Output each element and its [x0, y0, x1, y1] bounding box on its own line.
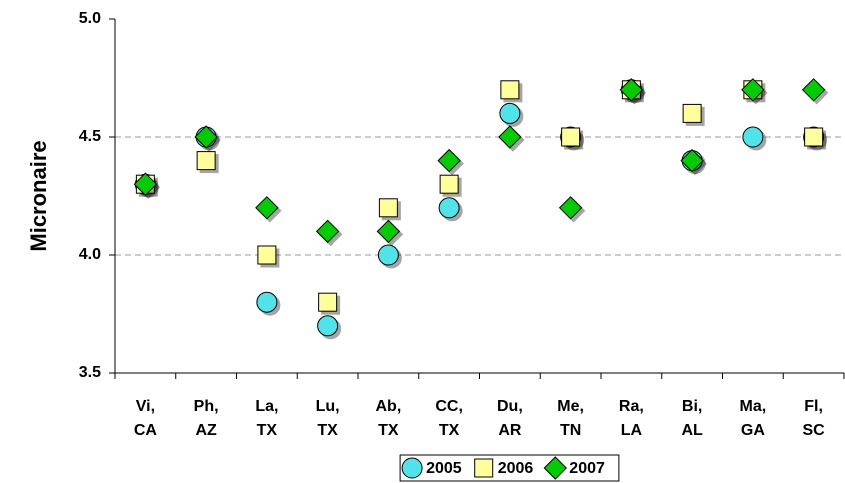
- legend-item: 2006: [474, 458, 534, 478]
- x-tick-label: Bi, AL: [681, 398, 703, 439]
- x-tick-label: CC, TX: [435, 398, 463, 439]
- point: [561, 127, 581, 147]
- x-tick-label: Ra, LA: [619, 398, 644, 439]
- point: [543, 456, 568, 480]
- point: [558, 196, 583, 220]
- y-tick-label: 5.0: [79, 10, 101, 27]
- legend-item: 2007: [543, 456, 605, 480]
- point: [256, 291, 278, 313]
- point: [133, 172, 158, 196]
- point: [474, 458, 494, 478]
- point: [196, 151, 216, 171]
- point: [499, 102, 521, 124]
- legend-label: 2007: [569, 460, 605, 477]
- point: [742, 126, 764, 148]
- point: [438, 197, 460, 219]
- point: [401, 457, 423, 479]
- point: [257, 245, 277, 265]
- point: [680, 148, 704, 173]
- x-tick-label: Me, TN: [557, 398, 584, 439]
- legend: 2005 2006 2007: [399, 454, 620, 482]
- point: [317, 315, 339, 337]
- point: [318, 292, 338, 312]
- point: [378, 198, 398, 218]
- x-tick-label: Lu, TX: [316, 398, 340, 439]
- x-tick-label: Vi, CA: [134, 398, 158, 439]
- x-tick-label: Fl, SC: [803, 398, 826, 439]
- y-tick-label: 4.0: [79, 246, 101, 263]
- point: [437, 148, 461, 173]
- point: [377, 244, 399, 266]
- point: [194, 125, 218, 149]
- y-tick-label: 4.5: [79, 128, 101, 145]
- point: [741, 78, 765, 102]
- y-tick-label: 3.5: [79, 364, 101, 381]
- point: [376, 219, 401, 244]
- legend-label: 2005: [426, 460, 462, 477]
- legend-box: [399, 454, 620, 482]
- point: [682, 103, 702, 123]
- point: [315, 219, 340, 244]
- legend-label: 2006: [498, 460, 534, 477]
- point: [498, 125, 522, 149]
- x-tick-label: Ma, GA: [740, 398, 767, 439]
- point: [255, 196, 279, 220]
- y-axis-label: Micronaire: [26, 140, 51, 251]
- x-tick-label: La, TX: [255, 398, 278, 439]
- point: [804, 127, 824, 147]
- point: [619, 78, 644, 102]
- x-tick-label: Ph, AZ: [194, 398, 219, 439]
- point: [439, 174, 459, 194]
- legend-item: 2005: [401, 457, 462, 479]
- x-tick-label: Du, AR: [497, 398, 523, 439]
- point: [801, 78, 826, 102]
- point: [500, 80, 520, 100]
- x-tick-label: Ab, TX: [375, 398, 401, 439]
